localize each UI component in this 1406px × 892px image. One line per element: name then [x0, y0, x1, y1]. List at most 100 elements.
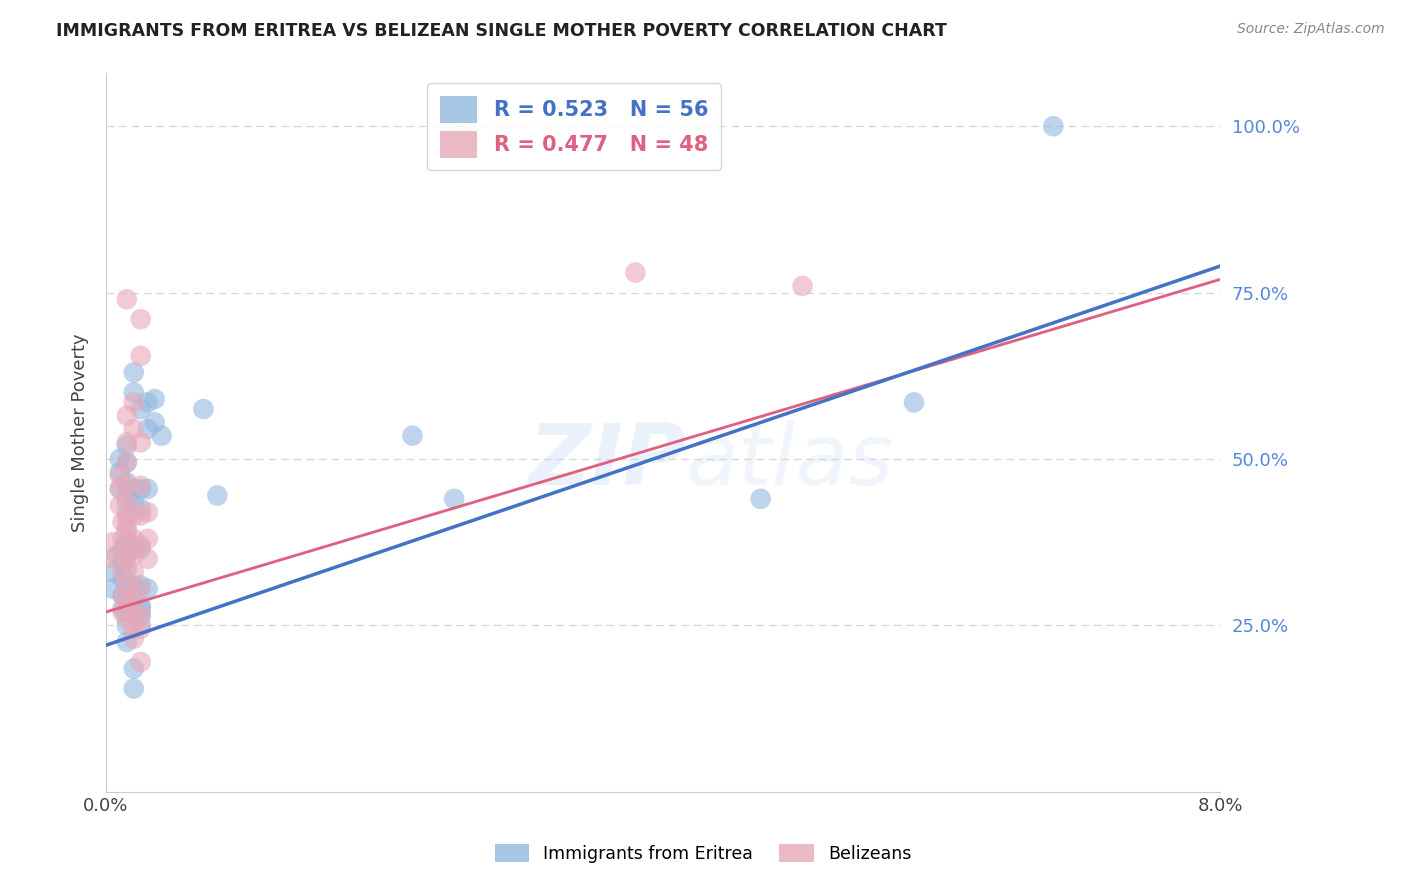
Point — [115, 591, 138, 606]
Point — [122, 622, 145, 636]
Text: IMMIGRANTS FROM ERITREA VS BELIZEAN SINGLE MOTHER POVERTY CORRELATION CHART: IMMIGRANTS FROM ERITREA VS BELIZEAN SING… — [56, 22, 948, 40]
Point — [101, 565, 124, 579]
Point — [150, 428, 173, 442]
Y-axis label: Single Mother Poverty: Single Mother Poverty — [72, 333, 89, 532]
Point — [111, 588, 134, 602]
Text: Source: ZipAtlas.com: Source: ZipAtlas.com — [1237, 22, 1385, 37]
Legend: Immigrants from Eritrea, Belizeans: Immigrants from Eritrea, Belizeans — [488, 838, 918, 870]
Point — [136, 532, 159, 546]
Point — [115, 475, 138, 490]
Point — [122, 591, 145, 606]
Point — [122, 508, 145, 523]
Point — [115, 478, 138, 492]
Point — [136, 505, 159, 519]
Point — [136, 422, 159, 436]
Point — [129, 312, 152, 326]
Point — [136, 551, 159, 566]
Point — [136, 482, 159, 496]
Point — [136, 395, 159, 409]
Point — [115, 535, 138, 549]
Point — [115, 522, 138, 536]
Point — [129, 508, 152, 523]
Point — [108, 452, 131, 467]
Point — [115, 505, 138, 519]
Point — [122, 578, 145, 592]
Point — [115, 562, 138, 576]
Point — [122, 681, 145, 696]
Point — [115, 455, 138, 469]
Point — [115, 439, 138, 453]
Point — [1042, 120, 1064, 134]
Point — [122, 632, 145, 646]
Point — [111, 601, 134, 615]
Point — [111, 588, 134, 602]
Point — [122, 422, 145, 436]
Point — [122, 482, 145, 496]
Point — [129, 599, 152, 613]
Point — [129, 608, 152, 623]
Point — [129, 478, 152, 492]
Point — [129, 541, 152, 556]
Point — [101, 551, 124, 566]
Text: atlas: atlas — [686, 419, 893, 502]
Point — [115, 435, 138, 450]
Point — [115, 612, 138, 626]
Point — [111, 565, 134, 579]
Point — [108, 468, 131, 483]
Point — [115, 575, 138, 590]
Point — [115, 455, 138, 469]
Point — [443, 491, 465, 506]
Point — [129, 582, 152, 596]
Point — [115, 292, 138, 306]
Point — [624, 266, 647, 280]
Point — [101, 535, 124, 549]
Point — [129, 622, 152, 636]
Point — [101, 582, 124, 596]
Point — [108, 482, 131, 496]
Point — [111, 572, 134, 586]
Point — [193, 402, 215, 417]
Point — [129, 501, 152, 516]
Point — [111, 515, 134, 529]
Point — [129, 435, 152, 450]
Point — [129, 655, 152, 669]
Point — [129, 349, 152, 363]
Point — [903, 395, 925, 409]
Point — [129, 618, 152, 632]
Point — [122, 605, 145, 619]
Point — [115, 578, 138, 592]
Point — [122, 549, 145, 563]
Point — [115, 635, 138, 649]
Point — [108, 499, 131, 513]
Point — [115, 605, 138, 619]
Point — [129, 601, 152, 615]
Point — [115, 618, 138, 632]
Point — [108, 465, 131, 479]
Text: ZIP: ZIP — [527, 419, 686, 502]
Point — [115, 495, 138, 509]
Point — [122, 495, 145, 509]
Point — [792, 279, 814, 293]
Point — [115, 512, 138, 526]
Point — [111, 532, 134, 546]
Point — [122, 588, 145, 602]
Point — [122, 662, 145, 676]
Point — [115, 549, 138, 563]
Point — [129, 578, 152, 592]
Point — [115, 595, 138, 609]
Point — [129, 402, 152, 417]
Point — [111, 549, 134, 563]
Point — [122, 532, 145, 546]
Point — [115, 525, 138, 540]
Point — [115, 409, 138, 423]
Point — [111, 605, 134, 619]
Legend: R = 0.523   N = 56, R = 0.477   N = 48: R = 0.523 N = 56, R = 0.477 N = 48 — [427, 83, 721, 170]
Point — [143, 415, 166, 429]
Point — [136, 582, 159, 596]
Point — [207, 489, 229, 503]
Point — [115, 549, 138, 563]
Point — [105, 549, 128, 563]
Point — [122, 565, 145, 579]
Point — [115, 489, 138, 503]
Point — [122, 366, 145, 380]
